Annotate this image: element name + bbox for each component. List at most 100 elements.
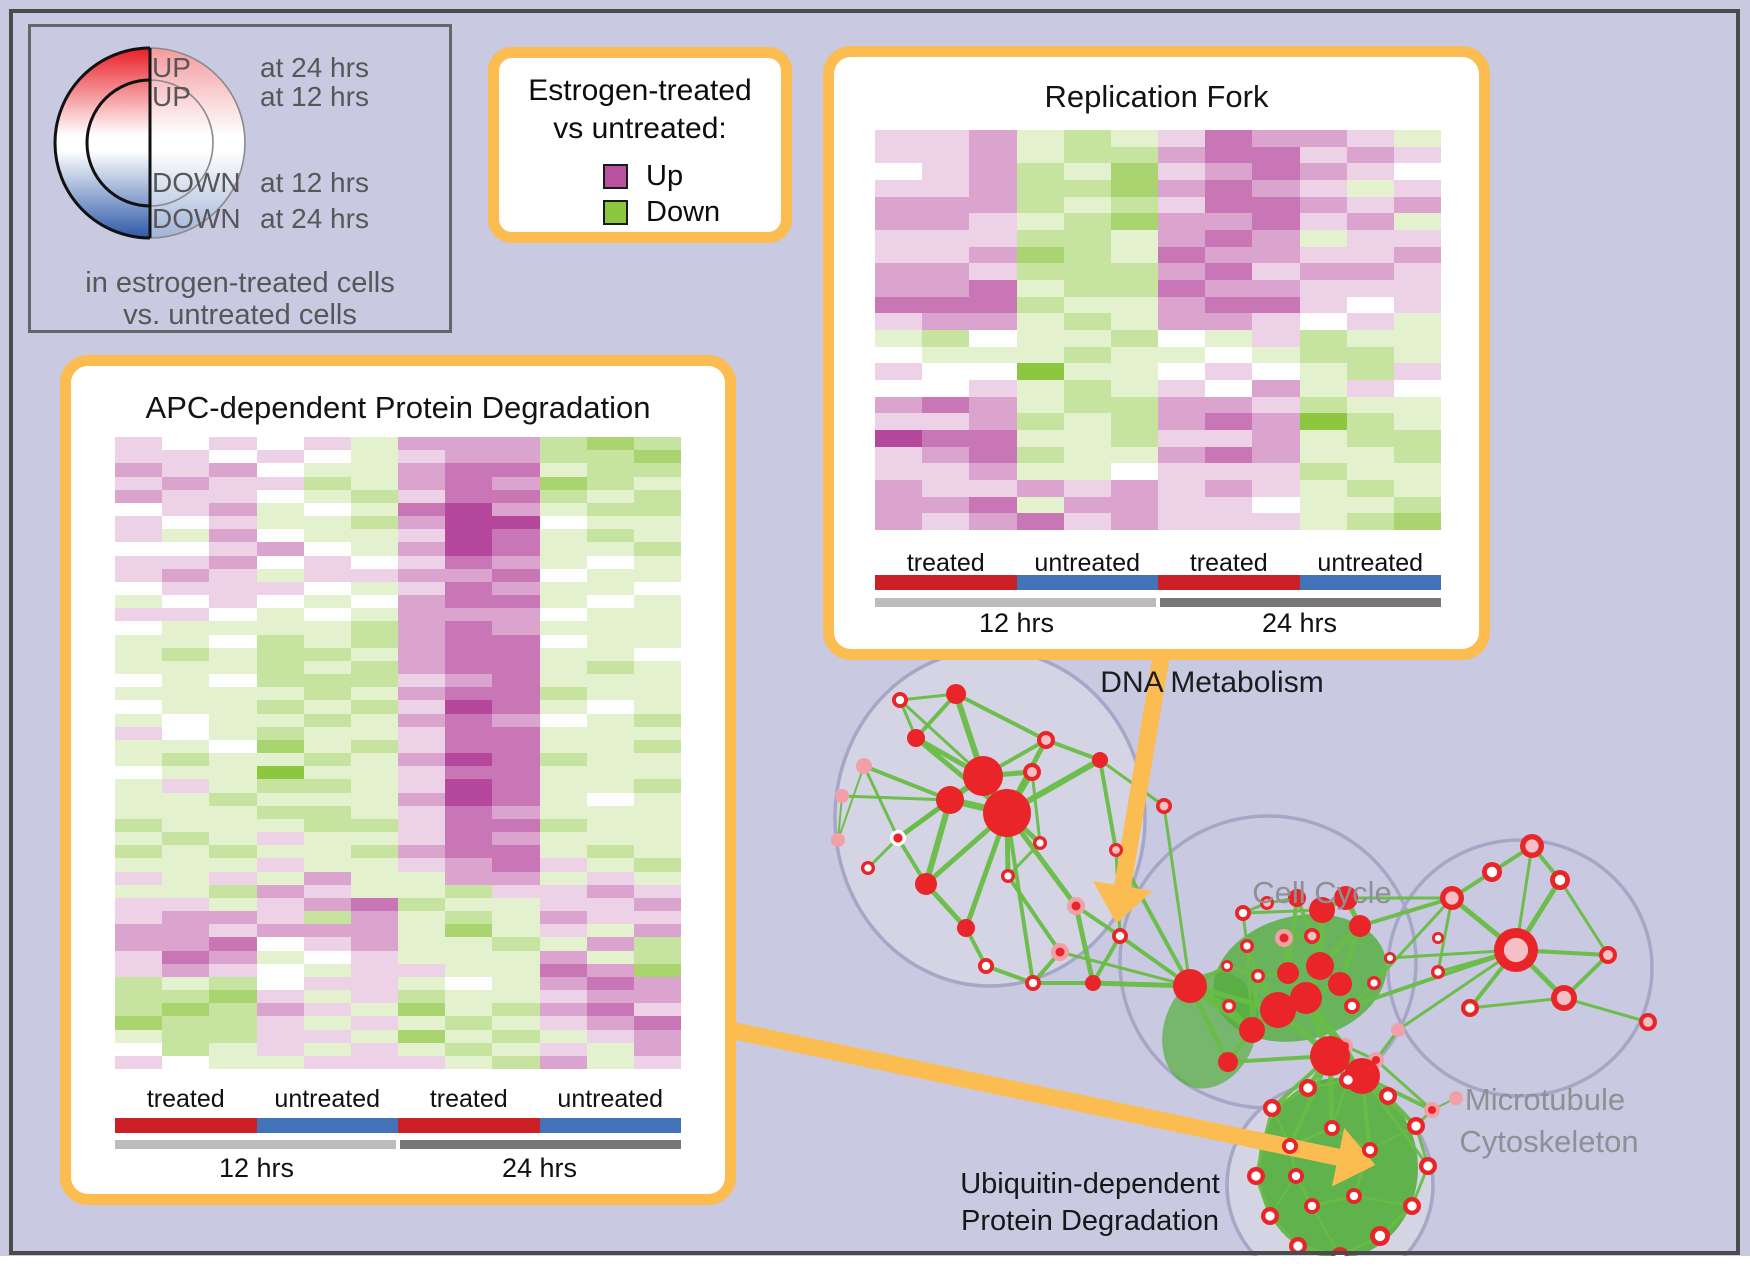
heatmap-cell	[1299, 263, 1347, 280]
heatmap-cell	[586, 792, 634, 806]
heatmap-cell	[256, 674, 304, 688]
heatmap-cell	[875, 229, 923, 247]
heatmap-cell	[398, 1042, 446, 1056]
network-edge	[1245, 944, 1254, 1032]
heatmap-cell	[303, 924, 351, 938]
heatmap-cell	[586, 1055, 634, 1069]
heatmap-cell	[1252, 179, 1300, 197]
heatmap-cell	[922, 479, 970, 497]
legend-line: DOWN at 24 hrs	[152, 203, 369, 235]
heatmap-cell	[633, 450, 681, 464]
heatmap-cell	[492, 516, 540, 530]
heatmap-cell	[1252, 513, 1300, 530]
heatmap-cell	[539, 805, 587, 819]
heatmap-cell	[256, 1003, 304, 1017]
heatmap-cell	[1205, 479, 1253, 497]
heatmap-cell	[539, 963, 587, 977]
heatmap-cell	[209, 687, 257, 701]
heatmap-cell	[1016, 479, 1064, 497]
heatmap-cell	[633, 976, 681, 990]
heatmap-cell	[1205, 413, 1253, 430]
up-color-label: Up	[646, 160, 684, 192]
heatmap-cell	[115, 1042, 163, 1056]
heatmap-cell	[492, 660, 540, 674]
heatmap-cell	[256, 621, 304, 635]
heatmap-cell	[875, 346, 923, 364]
heatmap-cell	[445, 1003, 493, 1017]
heatmap-cell	[115, 805, 163, 819]
heatmap-cell	[492, 726, 540, 740]
heatmap-cell	[539, 595, 587, 609]
heatmap-cell	[256, 858, 304, 872]
network-node	[1092, 752, 1108, 768]
heatmap-cell	[1252, 196, 1300, 214]
color-key-entry-up: Up	[603, 160, 683, 193]
heatmap-cell	[1063, 246, 1111, 264]
heatmap-cell	[1063, 130, 1111, 147]
heatmap-cell	[1016, 429, 1064, 447]
heatmap-cell	[539, 647, 587, 661]
heatmap-cell	[209, 674, 257, 688]
heatmap-cell	[445, 463, 493, 477]
heatmap-cell	[162, 845, 210, 859]
heatmap-cell	[256, 726, 304, 740]
heatmap-cell	[1252, 479, 1300, 497]
apc-condition-bar	[115, 1118, 681, 1133]
heatmap-cell	[256, 555, 304, 569]
heatmap-cell	[875, 413, 923, 430]
heatmap-cell	[1393, 296, 1441, 314]
heatmap-cell	[1110, 213, 1158, 230]
heatmap-cell	[398, 529, 446, 543]
heatmap-cell	[1158, 446, 1206, 464]
heatmap-cell	[303, 832, 351, 846]
heatmap-cell	[969, 130, 1017, 147]
heatmap-cell	[115, 700, 163, 714]
heatmap-cell	[969, 463, 1017, 480]
heatmap-cell	[1016, 146, 1064, 164]
heatmap-cell	[1158, 396, 1206, 414]
heatmap-cell	[398, 845, 446, 859]
heatmap-cell	[350, 976, 398, 990]
heatmap-cell	[209, 963, 257, 977]
network-node	[1277, 962, 1299, 984]
heatmap-cell	[875, 363, 923, 380]
heatmap-cell	[162, 990, 210, 1004]
heatmap-cell	[256, 516, 304, 530]
network-edge	[923, 797, 953, 887]
network-node-core	[1554, 874, 1566, 886]
heatmap-cell	[256, 437, 304, 451]
heatmap-cell	[256, 529, 304, 543]
heatmap-cell	[633, 581, 681, 595]
heatmap-cell	[1346, 313, 1394, 330]
heatmap-cell	[633, 911, 681, 925]
heatmap-cell	[1299, 163, 1347, 180]
heatmap-cell	[1252, 246, 1300, 264]
heatmap-cell	[586, 950, 634, 964]
heatmap-cell	[539, 937, 587, 951]
heatmap-cell	[539, 897, 587, 911]
heatmap-cell	[1016, 163, 1064, 180]
heatmap-cell	[586, 437, 634, 451]
heatmap-cell	[445, 595, 493, 609]
heatmap-cell	[303, 779, 351, 793]
heatmap-cell	[1346, 463, 1394, 480]
heatmap-cell	[539, 660, 587, 674]
legend-time: at 24 hrs	[260, 203, 369, 234]
heatmap-cell	[162, 542, 210, 556]
network-edge	[984, 964, 1035, 985]
heatmap-cell	[445, 687, 493, 701]
up-color-swatch	[603, 164, 628, 189]
heatmap-cell	[162, 516, 210, 530]
heatmap-cell	[1393, 463, 1441, 480]
heatmap-cell	[350, 581, 398, 595]
heatmap-cell	[209, 542, 257, 556]
heatmap-cell	[350, 687, 398, 701]
heatmap-cell	[350, 897, 398, 911]
heatmap-cell	[1110, 496, 1158, 514]
heatmap-cell	[1393, 413, 1441, 430]
heatmap-cell	[398, 568, 446, 582]
heatmap-cell	[633, 555, 681, 569]
heatmap-cell	[350, 595, 398, 609]
network-node-core	[1643, 1017, 1653, 1027]
